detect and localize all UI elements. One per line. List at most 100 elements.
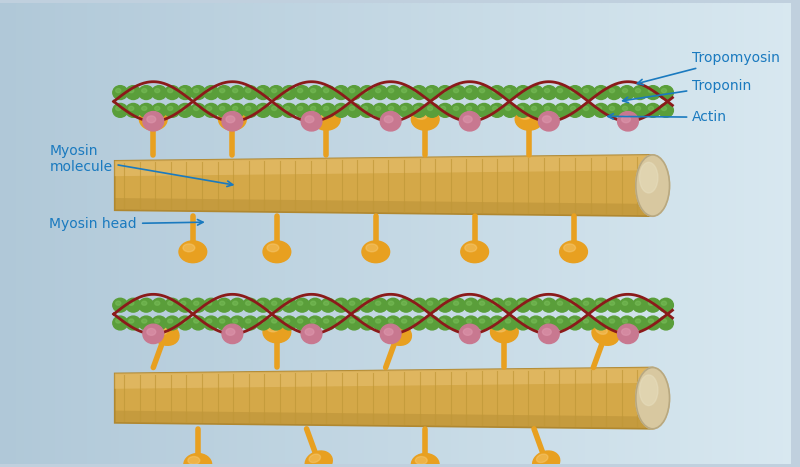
Ellipse shape xyxy=(129,106,134,111)
Ellipse shape xyxy=(619,298,634,312)
Ellipse shape xyxy=(242,298,258,312)
Ellipse shape xyxy=(490,321,518,343)
Ellipse shape xyxy=(416,113,438,129)
Ellipse shape xyxy=(194,106,199,111)
Bar xyxy=(609,3,617,464)
Ellipse shape xyxy=(515,108,543,130)
Ellipse shape xyxy=(337,89,342,92)
Ellipse shape xyxy=(337,106,342,111)
Ellipse shape xyxy=(152,316,166,330)
Ellipse shape xyxy=(129,301,134,305)
Ellipse shape xyxy=(592,323,619,345)
Ellipse shape xyxy=(441,106,446,111)
Ellipse shape xyxy=(597,106,602,111)
Ellipse shape xyxy=(529,85,543,99)
Ellipse shape xyxy=(438,298,453,312)
Ellipse shape xyxy=(282,85,297,99)
Ellipse shape xyxy=(516,298,530,312)
Ellipse shape xyxy=(217,316,231,330)
Ellipse shape xyxy=(619,104,634,117)
Bar xyxy=(712,3,720,464)
Ellipse shape xyxy=(538,456,558,467)
Bar xyxy=(103,3,110,464)
Ellipse shape xyxy=(411,108,439,130)
Ellipse shape xyxy=(233,301,238,305)
Ellipse shape xyxy=(190,298,206,312)
Ellipse shape xyxy=(310,106,316,111)
Text: Tropomyosin: Tropomyosin xyxy=(638,51,780,85)
Ellipse shape xyxy=(545,89,550,92)
Bar xyxy=(16,3,24,464)
Ellipse shape xyxy=(113,104,128,117)
Ellipse shape xyxy=(636,155,670,216)
Ellipse shape xyxy=(334,298,349,312)
Ellipse shape xyxy=(618,324,638,344)
Bar xyxy=(198,3,206,464)
Ellipse shape xyxy=(610,89,614,92)
Ellipse shape xyxy=(415,457,427,464)
Ellipse shape xyxy=(116,301,121,305)
Ellipse shape xyxy=(622,89,627,92)
Ellipse shape xyxy=(323,301,329,305)
Ellipse shape xyxy=(554,104,570,117)
Bar xyxy=(633,3,641,464)
Ellipse shape xyxy=(518,89,524,92)
Ellipse shape xyxy=(310,456,331,467)
Ellipse shape xyxy=(194,319,199,323)
Ellipse shape xyxy=(321,298,335,312)
Ellipse shape xyxy=(583,301,589,305)
Bar xyxy=(87,3,95,464)
Ellipse shape xyxy=(144,113,166,129)
Ellipse shape xyxy=(529,104,543,117)
Ellipse shape xyxy=(256,316,270,330)
Ellipse shape xyxy=(494,324,506,332)
Ellipse shape xyxy=(454,319,458,323)
Ellipse shape xyxy=(282,298,297,312)
Ellipse shape xyxy=(360,298,374,312)
Bar xyxy=(317,3,324,464)
Ellipse shape xyxy=(646,85,660,99)
Ellipse shape xyxy=(412,316,426,330)
Bar xyxy=(0,3,8,464)
Ellipse shape xyxy=(610,301,614,305)
Ellipse shape xyxy=(662,301,666,305)
Ellipse shape xyxy=(217,85,231,99)
Ellipse shape xyxy=(554,316,570,330)
Bar xyxy=(419,3,427,464)
Bar xyxy=(443,3,451,464)
Ellipse shape xyxy=(178,85,193,99)
Ellipse shape xyxy=(242,104,258,117)
Ellipse shape xyxy=(301,112,322,131)
Ellipse shape xyxy=(594,85,609,99)
Ellipse shape xyxy=(565,246,586,262)
Ellipse shape xyxy=(542,104,557,117)
Ellipse shape xyxy=(398,85,414,99)
Ellipse shape xyxy=(658,298,674,312)
Bar xyxy=(586,3,594,464)
Ellipse shape xyxy=(375,106,381,111)
Bar xyxy=(55,3,63,464)
Ellipse shape xyxy=(479,89,485,92)
Ellipse shape xyxy=(389,301,394,305)
Ellipse shape xyxy=(414,106,420,111)
Text: Actin: Actin xyxy=(608,110,727,124)
Bar xyxy=(744,3,751,464)
Bar xyxy=(230,3,238,464)
Ellipse shape xyxy=(246,106,250,111)
Ellipse shape xyxy=(646,104,660,117)
Ellipse shape xyxy=(635,106,641,111)
Ellipse shape xyxy=(386,85,401,99)
Ellipse shape xyxy=(502,316,518,330)
Ellipse shape xyxy=(402,319,406,323)
Ellipse shape xyxy=(464,298,478,312)
Ellipse shape xyxy=(217,298,231,312)
Ellipse shape xyxy=(308,85,322,99)
Ellipse shape xyxy=(362,241,390,262)
Ellipse shape xyxy=(323,319,329,323)
Ellipse shape xyxy=(230,104,245,117)
Ellipse shape xyxy=(271,89,277,92)
Ellipse shape xyxy=(219,319,225,323)
Bar xyxy=(474,3,482,464)
Ellipse shape xyxy=(402,106,406,111)
Ellipse shape xyxy=(346,298,362,312)
